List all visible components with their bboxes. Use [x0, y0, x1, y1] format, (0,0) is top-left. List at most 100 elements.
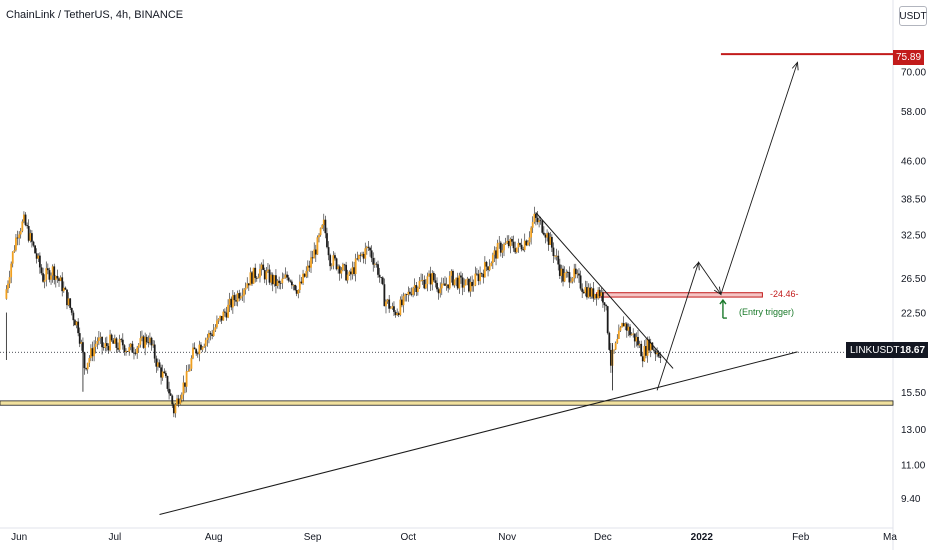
candle-up: [396, 313, 399, 315]
candle-up: [174, 404, 177, 414]
candle-down: [437, 289, 440, 294]
candle-down: [452, 270, 454, 286]
candle-down: [69, 298, 72, 308]
candle-up: [51, 266, 54, 276]
candle-up: [319, 228, 322, 236]
candle-up: [418, 280, 421, 288]
candle-down: [432, 273, 435, 281]
currency-button[interactable]: USDT: [899, 6, 927, 26]
candle-down: [394, 311, 397, 315]
x-tick-label: Dec: [594, 532, 612, 543]
candle-up: [600, 292, 603, 297]
candle-up: [627, 326, 630, 331]
candle-down: [460, 275, 462, 278]
candle-down: [434, 280, 437, 283]
candle-up: [93, 346, 96, 357]
candle-down: [263, 270, 266, 280]
candle-up: [180, 394, 183, 400]
candle-down: [42, 273, 44, 282]
candle-up: [7, 283, 9, 290]
candle-up: [420, 280, 422, 282]
candle-down: [475, 273, 478, 275]
candle-up: [212, 330, 215, 337]
candle-down: [539, 220, 542, 222]
candle-down: [485, 262, 488, 267]
candle-down: [254, 267, 257, 278]
candle-up: [54, 275, 57, 280]
candle-down: [303, 273, 306, 277]
candle-down: [589, 287, 592, 297]
candle-up: [527, 242, 529, 246]
candle-up: [50, 275, 52, 280]
candle-up: [472, 285, 475, 287]
candle-up: [15, 237, 17, 251]
candle-down: [147, 342, 150, 344]
candle-down: [633, 333, 636, 342]
candle-down: [262, 264, 265, 271]
y-tick-label: 9.40: [901, 494, 921, 505]
candle-up: [340, 270, 343, 274]
candle-up: [330, 265, 333, 267]
candle-up: [216, 320, 218, 328]
candle-down: [255, 277, 258, 279]
candle-up: [351, 267, 354, 275]
candle-down: [362, 253, 365, 259]
candle-up: [635, 336, 638, 342]
candle-up: [302, 273, 304, 284]
candle-up: [554, 255, 556, 257]
candle-up: [185, 371, 188, 387]
candle-up: [43, 279, 46, 282]
trendline-descending-resistance: [535, 212, 674, 369]
candle-up: [474, 273, 477, 286]
candle-up: [450, 270, 453, 276]
candle-up: [416, 287, 419, 293]
candle-down: [380, 277, 383, 279]
candle-up: [632, 333, 635, 335]
candle-up: [190, 358, 193, 369]
candle-down: [271, 274, 274, 285]
candle-up: [19, 231, 22, 235]
candle-up: [515, 247, 518, 253]
candle-up: [109, 334, 111, 351]
candle-up: [10, 263, 13, 278]
candle-down: [598, 289, 601, 297]
candle-up: [231, 295, 234, 308]
candle-down: [436, 282, 438, 290]
support-zone: [0, 400, 894, 406]
candle-down: [608, 332, 611, 350]
x-tick-label: Jul: [108, 532, 121, 543]
candle-down: [230, 298, 233, 308]
candle-down: [338, 266, 341, 274]
candle-up: [96, 340, 99, 344]
candle-up: [219, 315, 222, 319]
candle-down: [32, 241, 35, 246]
candle-up: [97, 337, 100, 341]
candle-down: [657, 352, 660, 357]
candle-down: [193, 347, 196, 350]
candle-down: [85, 368, 88, 370]
candle-up: [361, 253, 363, 256]
candle-down: [606, 306, 609, 333]
candle-down: [648, 339, 651, 351]
candle-down: [482, 273, 485, 278]
candle-up: [203, 346, 206, 348]
candle-down: [480, 273, 483, 274]
candle-down: [602, 292, 604, 303]
candle-up: [624, 323, 627, 327]
candle-down: [651, 342, 654, 350]
projection-path: [656, 62, 798, 391]
candle-down: [512, 241, 515, 249]
candle-up: [137, 344, 140, 348]
candle-up: [509, 239, 512, 247]
candle-down: [53, 266, 56, 280]
candle-down: [26, 225, 29, 227]
candle-up: [549, 236, 552, 245]
candle-up: [332, 255, 335, 266]
candle-up: [249, 272, 252, 286]
candle-down: [381, 277, 384, 285]
candle-up: [440, 283, 443, 289]
candle-up: [176, 398, 178, 405]
candle-up: [656, 352, 659, 355]
